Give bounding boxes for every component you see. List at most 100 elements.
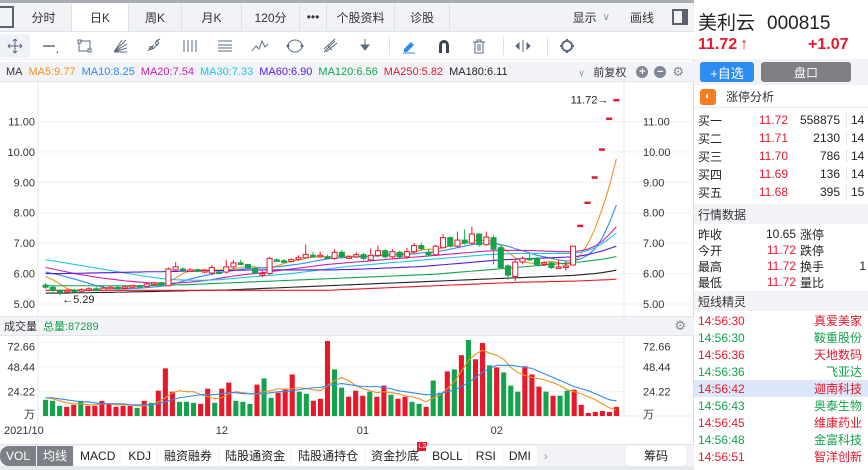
- wave-icon: [251, 39, 269, 51]
- zoom-in-icon[interactable]: +: [636, 65, 649, 78]
- trash-tool-button[interactable]: [464, 34, 494, 58]
- vertical-lines-tool-button[interactable]: [175, 34, 205, 58]
- order-book-row: 买四 11.69 136 14: [694, 165, 868, 183]
- indicator-label: 陆股通持仓: [298, 449, 359, 463]
- quote-value: 11.72: [766, 259, 796, 273]
- arrow-down-tool-button[interactable]: [350, 34, 380, 58]
- quote-row: 昨收 10.65 涨停: [694, 226, 868, 242]
- tab-5[interactable]: •••: [300, 3, 327, 31]
- order-book-button[interactable]: 盘口: [761, 62, 851, 82]
- tab-7[interactable]: 诊股: [395, 3, 450, 31]
- pitchfork-tool-button[interactable]: [315, 34, 345, 58]
- sprite-row[interactable]: 14:56:45 维康药业: [694, 414, 868, 431]
- indicator-tab-均线[interactable]: 均线: [37, 445, 74, 466]
- indicator-label: 均线: [43, 449, 68, 463]
- bid-time-fragment: 14: [846, 113, 864, 127]
- sprite-row[interactable]: 14:56:51 智洋创新: [694, 448, 868, 465]
- tab-0[interactable]: 分时: [16, 3, 72, 31]
- volume-chart[interactable]: 72.66 72.66 48.44 48.44 24.22 24.22 万 万 2021/10 1…: [0, 336, 694, 444]
- sprite-row[interactable]: 14:56:36 飞亚达: [694, 363, 868, 380]
- svg-text:5.00: 5.00: [14, 299, 35, 311]
- fib-tool-button[interactable]: [210, 34, 240, 58]
- svg-text:6.00: 6.00: [14, 269, 35, 281]
- svg-text:←5.29: ←5.29: [62, 294, 94, 306]
- wave-tool-button[interactable]: [245, 34, 275, 58]
- draw-lines-button[interactable]: 画线: [629, 10, 654, 25]
- svg-text:9.00: 9.00: [14, 177, 35, 189]
- indicator-tab-boll[interactable]: BOLL: [426, 445, 469, 466]
- more-indicators-chevron-icon[interactable]: ›: [537, 445, 554, 466]
- magnet-tool-button[interactable]: [429, 34, 459, 58]
- quote-section-title: 行情数据: [694, 204, 868, 224]
- ma-legend: MA MA5:9.77 MA10:8.25 MA20:7.54 MA30:7.33 MA…: [0, 62, 694, 82]
- indicator-label: DMI: [508, 448, 531, 463]
- settings-tool-button[interactable]: [552, 34, 582, 58]
- indicator-tab-kdj[interactable]: KDJ: [122, 445, 158, 466]
- tab-2[interactable]: 周K: [129, 3, 182, 31]
- add-watchlist-button[interactable]: +自选: [700, 62, 754, 82]
- sprite-stock-name: 维康药业: [813, 416, 862, 430]
- sidebar-toggle-icon[interactable]: [0, 6, 14, 28]
- sprite-row[interactable]: 14:56:43 奥泰生物: [694, 397, 868, 414]
- toolbar-separator: [389, 36, 390, 55]
- adjust-select[interactable]: ∨ 前复权: [572, 64, 626, 80]
- sprite-stock-name: 真爱美家: [813, 314, 862, 328]
- sprite-row[interactable]: 14:56:30 鞍重股份: [694, 329, 868, 346]
- indicator-tab-macd[interactable]: MACD: [74, 445, 122, 466]
- chart-area: 分时 日K 周K 月K 120分 ••• 个股资料 诊股 显示 ∨ 画线 MA MA5:9.7…: [0, 0, 694, 470]
- gear-icon[interactable]: ⚙: [672, 63, 684, 79]
- tab-3[interactable]: 月K: [182, 3, 242, 31]
- svg-text:9.00: 9.00: [643, 177, 664, 189]
- indicator-tab-vol[interactable]: VOL: [0, 445, 37, 466]
- stock-code: 000815: [767, 13, 831, 34]
- tab-1[interactable]: 日K: [72, 3, 129, 31]
- sprite-row[interactable]: 14:56:36 天地数码: [694, 346, 868, 363]
- tab-6[interactable]: 个股资料: [327, 3, 395, 31]
- rect-tool-button[interactable]: [70, 34, 100, 58]
- bid-price: 11.70: [758, 149, 788, 163]
- expand-tool-button[interactable]: [508, 34, 538, 58]
- sprite-time: 14:56:51: [698, 449, 745, 464]
- sprite-row[interactable]: 14:56:30 真爱美家: [694, 312, 868, 329]
- quote-value: 10.65: [765, 227, 796, 241]
- candlestick-chart[interactable]: 11.00 11.00 10.00 10.00 9.00 9.00 8.00 8.00 7.00…: [0, 82, 694, 316]
- svg-text:48.44: 48.44: [643, 362, 671, 374]
- ma-legend-item: MA60:6.90: [259, 65, 313, 78]
- drawing-toolbar: [0, 32, 694, 60]
- ellipse-tool-button[interactable]: [280, 34, 310, 58]
- quote-row: 最低 11.72 量比: [694, 274, 868, 290]
- tab-4[interactable]: 120分: [242, 3, 300, 31]
- settings-icon: [560, 38, 574, 53]
- sprite-time: 14:56:42: [698, 381, 745, 396]
- line-tool-button[interactable]: [35, 34, 65, 58]
- limit-up-analysis[interactable]: ◐ 涨停分析: [694, 86, 868, 108]
- sprite-row[interactable]: 14:56:48 金富科技: [694, 431, 868, 448]
- indicator-tab-融资融券[interactable]: 融资融券: [158, 445, 219, 466]
- sprite-section-title: 短线精灵: [694, 291, 868, 311]
- eraser-tool-button[interactable]: [394, 34, 424, 58]
- fan-tool-button[interactable]: [105, 34, 135, 58]
- indicator-tab-rsi[interactable]: RSI: [469, 445, 502, 466]
- bid-price: 11.72: [758, 113, 788, 127]
- sprite-stock-name: 天地数码: [813, 348, 862, 362]
- sprite-row[interactable]: 14:56:42 迦南科技: [694, 380, 868, 397]
- ellipse-icon: [286, 39, 304, 52]
- channel-tool-button[interactable]: [140, 34, 170, 58]
- display-menu-button[interactable]: 显示: [572, 10, 597, 25]
- sprite-stock-name: 奥泰生物: [813, 399, 862, 413]
- zoom-out-icon[interactable]: −: [654, 65, 667, 78]
- chip-distribution-button[interactable]: 筹码: [625, 445, 686, 466]
- sprite-stock-name: 飞亚达: [825, 365, 862, 379]
- indicator-tab-陆股通持仓[interactable]: 陆股通持仓: [292, 445, 365, 466]
- indicator-tab-dmi[interactable]: DMI: [502, 445, 537, 466]
- move-tool-button[interactable]: [0, 33, 30, 58]
- panel-toggle-icon[interactable]: [672, 9, 688, 25]
- svg-text:5.00: 5.00: [643, 299, 664, 311]
- eraser-icon: [403, 41, 415, 53]
- indicator-tab-资金抄底[interactable]: 资金抄底 L2: [365, 441, 428, 466]
- chevron-down-icon[interactable]: ∨: [602, 11, 610, 23]
- gear-icon[interactable]: ⚙: [674, 318, 686, 333]
- svg-text:2021/10: 2021/10: [4, 425, 44, 437]
- volume-header: 成交量 总量:87289 ⚙: [0, 316, 694, 336]
- indicator-tab-陆股通资金[interactable]: 陆股通资金: [219, 445, 292, 466]
